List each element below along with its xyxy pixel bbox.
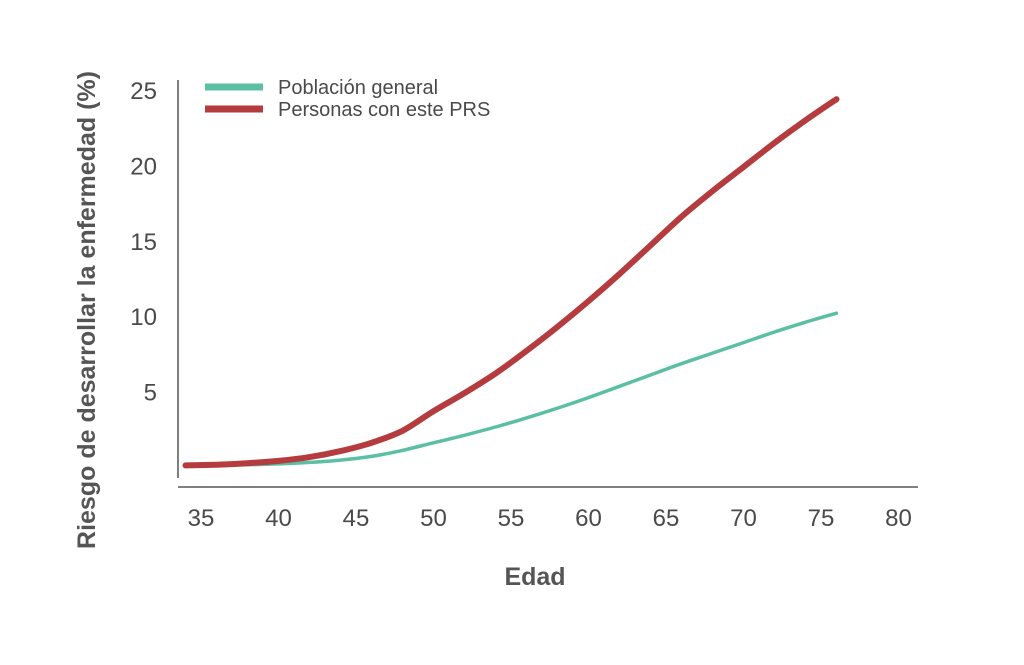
y-tick-labels: 5 10 15 20 25: [130, 78, 157, 406]
x-tick-label: 65: [653, 505, 680, 532]
y-tick-label: 5: [144, 380, 157, 407]
x-tick-label: 35: [188, 505, 215, 532]
x-tick-label: 60: [575, 505, 602, 532]
y-tick-label: 20: [130, 154, 157, 181]
y-tick-label: 10: [130, 304, 157, 331]
series-lines: [182, 96, 840, 469]
x-tick-label: 75: [808, 505, 835, 532]
legend-label-1: Población general: [278, 77, 438, 99]
x-tick-label: 40: [265, 505, 292, 532]
y-axis-title: Riesgo de desarrollar la enfermedad (%): [73, 71, 101, 549]
y-tick-label: 25: [130, 78, 157, 105]
x-tick-label: 45: [343, 505, 370, 532]
series-line-1: [183, 311, 839, 468]
y-tick-label: 15: [130, 229, 157, 256]
x-axis-title: Edad: [504, 563, 565, 591]
x-tick-label: 50: [420, 505, 447, 532]
x-tick-labels: 35 40 45 50 55 60 65 70 75 80: [188, 505, 912, 532]
legend-label-2: Personas con este PRS: [278, 99, 490, 121]
x-tick-label: 70: [730, 505, 757, 532]
x-tick-label: 55: [498, 505, 525, 532]
x-tick-label: 80: [885, 505, 912, 532]
series-line-2: [182, 96, 840, 469]
